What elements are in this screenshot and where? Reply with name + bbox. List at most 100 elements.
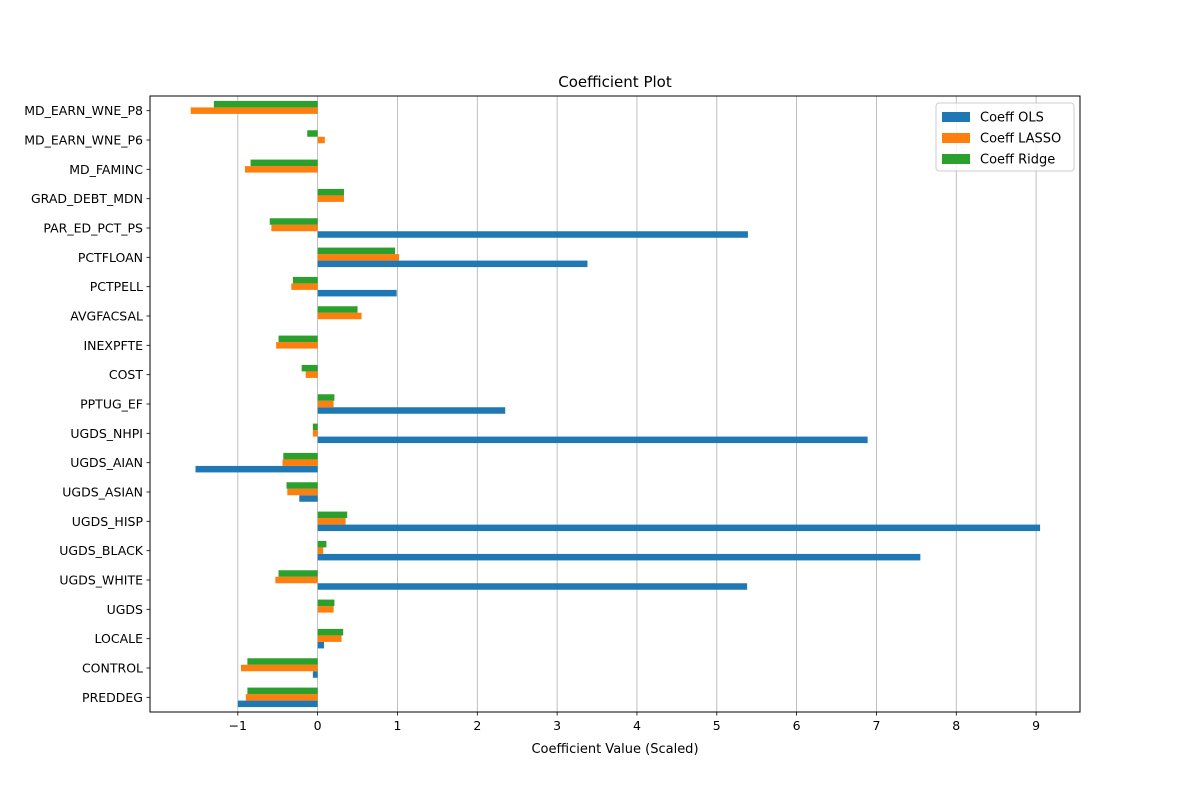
y-tick-label: AVGFACSAL	[70, 309, 143, 324]
x-tick-label: 2	[473, 718, 481, 733]
chart-title: Coefficient Plot	[558, 73, 672, 91]
bar-coeff-lasso	[275, 576, 318, 584]
bar-coeff-lasso	[317, 312, 362, 320]
bar-coeff-ols	[317, 641, 325, 649]
y-tick-label: UGDS_WHITE	[59, 573, 143, 588]
bar-coeff-lasso	[312, 430, 318, 437]
legend-swatch	[942, 154, 970, 164]
bar-coeff-ols	[317, 553, 921, 561]
bar-coeff-ols	[312, 671, 318, 678]
y-tick-label: GRAD_DEBT_MDN	[31, 191, 143, 206]
bar-coeff-ridge	[213, 100, 318, 108]
legend-label: Coeff Ridge	[980, 153, 1055, 168]
legend-swatch	[942, 112, 970, 122]
x-tick-label: 6	[793, 718, 801, 733]
bar-coeff-lasso	[287, 488, 318, 496]
bar-coeff-lasso	[190, 107, 318, 114]
y-axis-ticks: PREDDEG CONTROL LOCALE UGDS UGDS_WHITE UGDS_B…	[24, 103, 150, 705]
bar-coeff-ridge	[312, 423, 318, 431]
bar-coeff-lasso	[282, 459, 318, 466]
bar-coeff-lasso	[245, 694, 318, 701]
bar-coeff-lasso	[271, 224, 318, 232]
bar-coeff-lasso	[317, 195, 344, 202]
x-tick-label: 5	[713, 718, 721, 733]
x-axis-label: Coefficient Value (Scaled)	[531, 742, 698, 757]
y-tick-label: MD_EARN_WNE_P8	[24, 103, 143, 118]
x-tick-label: 7	[872, 718, 880, 733]
y-tick-label: UGDS_HISP	[72, 514, 144, 529]
bar-coeff-ridge	[292, 276, 318, 284]
bar-coeff-ols	[317, 524, 1041, 532]
bar-coeff-ols	[317, 289, 397, 297]
bar-coeff-lasso	[317, 254, 400, 261]
bar-coeff-ridge	[286, 482, 318, 489]
bar-coeff-ols	[299, 495, 318, 502]
bar-coeff-ridge	[317, 394, 335, 401]
x-tick-label: 1	[393, 718, 401, 733]
bar-coeff-lasso	[305, 371, 318, 378]
bar-coeff-ridge	[307, 130, 318, 137]
y-tick-label: UGDS_BLACK	[59, 543, 144, 558]
bar-coeff-lasso	[317, 547, 324, 554]
bar-coeff-lasso	[244, 166, 318, 173]
y-tick-label: PCTPELL	[90, 279, 143, 294]
legend-label: Coeff LASSO	[980, 132, 1061, 147]
bar-coeff-ridge	[317, 247, 396, 255]
bar-coeff-ridge	[317, 540, 327, 548]
bar-coeff-ols	[195, 465, 318, 473]
legend-label: Coeff OLS	[980, 111, 1044, 126]
legend-swatch	[942, 133, 970, 143]
legend: Coeff OLS Coeff LASSO Coeff Ridge	[935, 102, 1075, 172]
bar-coeff-lasso	[317, 606, 334, 613]
bar-coeff-ridge	[278, 570, 318, 577]
bar-coeff-ridge	[283, 452, 318, 460]
y-tick-label: CONTROL	[82, 661, 143, 676]
y-tick-label: MD_FAMINC	[69, 162, 143, 177]
y-tick-label: PCTFLOAN	[78, 250, 143, 265]
bar-coeff-ols	[317, 407, 506, 414]
bar-coeff-ridge	[250, 159, 318, 167]
bar-coeff-lasso	[291, 283, 318, 290]
y-tick-label: PAR_ED_PCT_PS	[43, 221, 143, 236]
bar-coeff-ols	[317, 436, 868, 444]
y-tick-label: INEXPFTE	[83, 338, 143, 353]
bars	[190, 100, 1041, 708]
bar-coeff-lasso	[317, 518, 346, 525]
bar-coeff-ols	[317, 583, 748, 590]
y-tick-label: UGDS_NHPI	[70, 426, 143, 441]
x-tick-label: 4	[633, 718, 641, 733]
bar-coeff-lasso	[276, 342, 318, 349]
y-tick-label: MD_EARN_WNE_P6	[24, 133, 143, 148]
bar-coeff-lasso	[317, 635, 342, 642]
bar-coeff-ridge	[301, 364, 318, 372]
x-tick-label: 3	[553, 718, 561, 733]
bar-coeff-ridge	[317, 306, 358, 313]
y-tick-label: PREDDEG	[82, 690, 143, 705]
bar-coeff-lasso	[317, 136, 325, 144]
y-tick-label: LOCALE	[95, 631, 144, 646]
bar-coeff-lasso	[317, 400, 334, 408]
bar-coeff-ridge	[278, 335, 318, 343]
y-tick-label: PPTUG_EF	[80, 397, 143, 412]
y-tick-label: UGDS_ASIAN	[62, 485, 143, 500]
bar-coeff-ridge	[317, 628, 344, 636]
bar-coeff-ridge	[317, 599, 335, 607]
y-tick-label: UGDS	[107, 602, 143, 617]
bar-coeff-ols	[317, 231, 748, 238]
bar-coeff-ridge	[317, 511, 348, 519]
bar-coeff-ols	[317, 260, 588, 268]
bar-coeff-ols	[237, 700, 318, 708]
y-tick-label: COST	[109, 367, 144, 382]
legend-box	[935, 102, 1075, 172]
y-tick-label: UGDS_AIAN	[70, 455, 143, 470]
x-tick-label: 9	[1032, 718, 1040, 733]
x-axis-ticks: −1 0 1 2 3 4 5 6 7 8 9	[229, 712, 1040, 733]
bar-coeff-ridge	[317, 188, 344, 196]
bar-coeff-ridge	[247, 687, 318, 695]
x-tick-label: 0	[314, 718, 322, 733]
x-tick-label: −1	[229, 718, 247, 733]
bar-coeff-ridge	[269, 218, 318, 225]
x-tick-label: 8	[952, 718, 960, 733]
bar-coeff-lasso	[241, 664, 318, 672]
